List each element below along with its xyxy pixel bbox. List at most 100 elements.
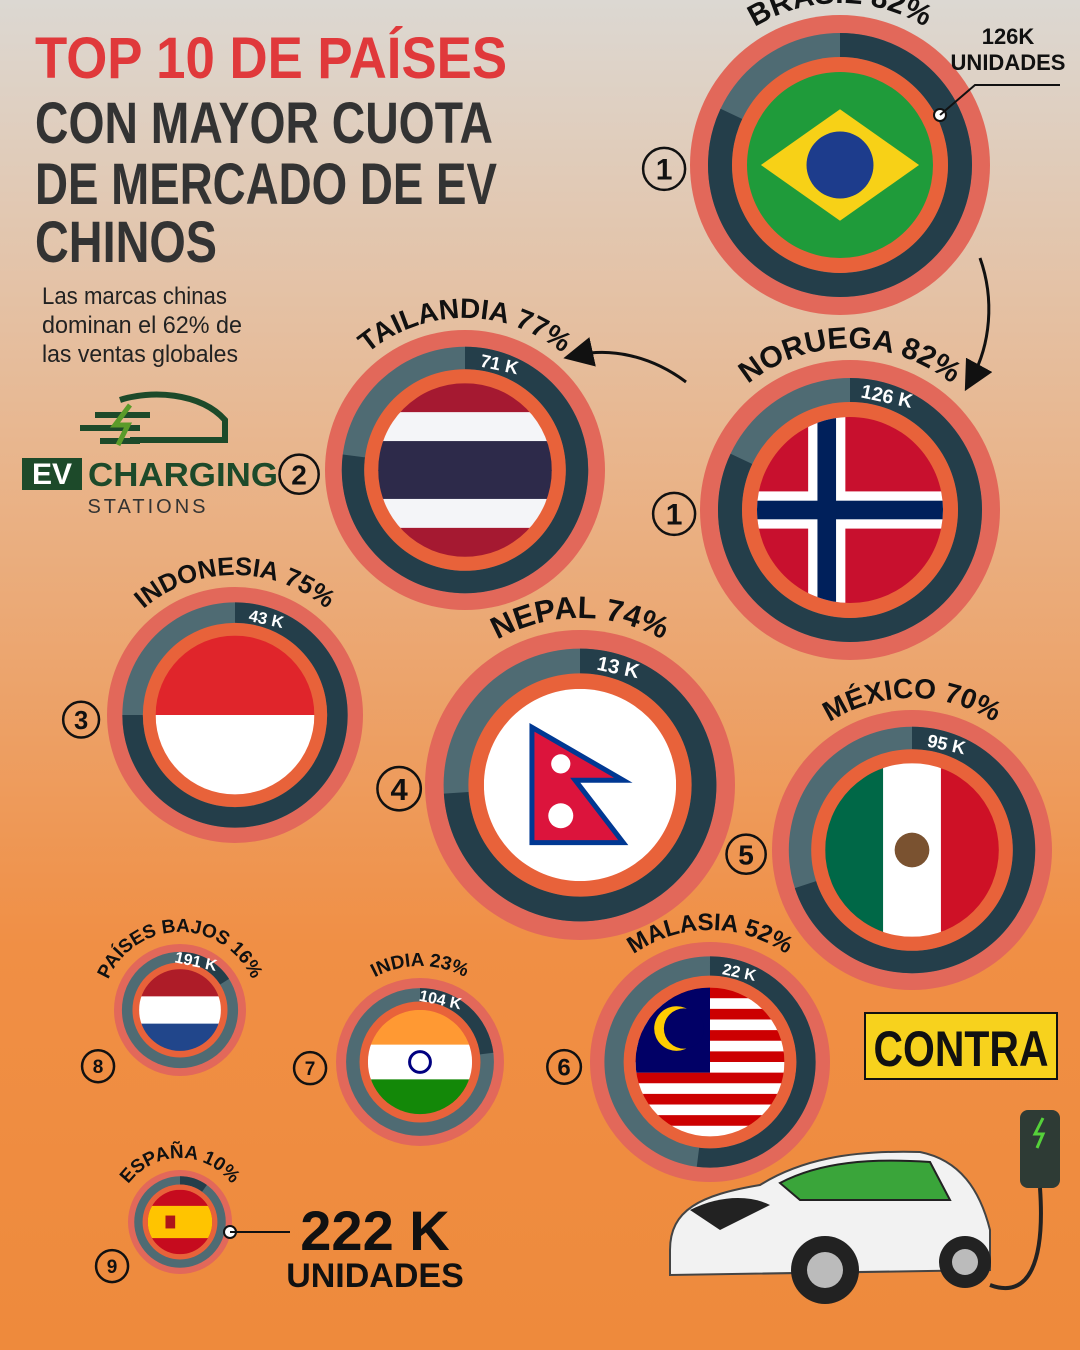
- flag-part: [894, 832, 930, 868]
- flag-part: [635, 1115, 785, 1127]
- rank-badge: [278, 453, 320, 496]
- rank-badge: [80, 1048, 116, 1084]
- flag-part: [551, 754, 571, 774]
- country: MÉXICO 70%595 K: [725, 673, 1052, 990]
- flag-part: [663, 1008, 705, 1049]
- charger-body: [1020, 1110, 1060, 1188]
- brand-box: [864, 1012, 1058, 1080]
- flag-part: [635, 1083, 785, 1095]
- rank-badge: [376, 765, 423, 812]
- flag-part: [147, 1205, 213, 1239]
- logo: EV CHARGING STATIONS: [22, 391, 278, 518]
- logo-bolt: [110, 403, 133, 447]
- subtitle-line: Las marcas chinas: [42, 283, 227, 310]
- flag: [747, 72, 933, 258]
- cable: [989, 1187, 1043, 1291]
- car: [669, 1150, 991, 1304]
- rank-number: 6: [557, 1055, 570, 1082]
- rank-badge: [94, 1248, 130, 1284]
- flag: [483, 688, 677, 882]
- flag-part: [408, 1050, 432, 1074]
- rank-number: 3: [74, 707, 88, 735]
- charger-bolt: [1032, 1117, 1046, 1149]
- flag-part: [378, 470, 552, 500]
- rank-badge: [61, 700, 101, 739]
- flag-part: [635, 1093, 785, 1106]
- flag: [378, 383, 552, 557]
- callout-text: 126K: [982, 24, 1035, 49]
- rank-badge: [651, 491, 697, 537]
- flag-part: [757, 500, 943, 520]
- title-line: CON MAYOR CUOTA: [35, 91, 493, 156]
- callout-text: UNIDADES: [951, 50, 1066, 75]
- flag-part: [378, 498, 552, 529]
- brand-text: CONTRA: [874, 1021, 1049, 1077]
- title-line: DE MERCADO DE EV: [35, 152, 497, 217]
- rank-badge: [292, 1050, 328, 1086]
- share-arc: [718, 378, 982, 642]
- share-arc: [443, 648, 717, 922]
- logo-sub: STATIONS: [87, 496, 208, 518]
- flag: [825, 763, 999, 937]
- subtitle-line: dominan el 62% de: [42, 312, 242, 339]
- logo-word: CHARGING: [88, 456, 278, 493]
- callout-text: UNIDADES: [286, 1257, 464, 1295]
- flag: [757, 417, 943, 603]
- rank-badge: [725, 833, 767, 876]
- share-arc: [696, 956, 816, 1168]
- flag-part: [165, 1215, 176, 1229]
- rank-badge: [546, 1048, 583, 1085]
- rank-number: 2: [291, 459, 307, 490]
- brand-logo: CONTRA: [864, 1012, 1058, 1080]
- rank-number: 4: [390, 772, 408, 807]
- header: TOP 10 DE PAÍSES CON MAYOR CUOTA DE MERC…: [35, 26, 507, 368]
- flag: [155, 635, 315, 795]
- logo-box-text: EV: [32, 458, 72, 491]
- callout-text: 222 K: [300, 1199, 449, 1262]
- share-arc: [179, 951, 230, 985]
- flag: [147, 1189, 213, 1255]
- share-arc: [794, 726, 1036, 974]
- rank-number: 9: [107, 1257, 118, 1278]
- rank-number: 1: [656, 154, 673, 187]
- car-windows: [778, 1159, 952, 1201]
- share-arc: [179, 1176, 207, 1192]
- share-arc: [708, 33, 972, 297]
- rank-number: 7: [305, 1059, 316, 1080]
- rank-badge: [641, 146, 687, 192]
- hubcap: [952, 1249, 978, 1275]
- flag-part: [548, 803, 574, 829]
- rank-number: 1: [666, 499, 683, 532]
- flag-part: [817, 417, 837, 603]
- share-arc: [341, 346, 589, 594]
- rank-number: 5: [738, 839, 754, 870]
- flag-part: [367, 1044, 473, 1081]
- title-line: TOP 10 DE PAÍSES: [35, 26, 507, 91]
- subtitle-line: las ventas globales: [42, 341, 238, 368]
- flag-part: [635, 1125, 785, 1137]
- arrow: [964, 257, 993, 392]
- flag-part: [635, 1104, 785, 1117]
- flag-part: [139, 996, 221, 1025]
- charger: [989, 1110, 1060, 1291]
- rank-number: 8: [93, 1057, 104, 1078]
- flag-part: [806, 131, 874, 199]
- flag-part: [635, 1072, 785, 1085]
- callout-line: [939, 84, 1060, 116]
- flag-part: [378, 412, 552, 443]
- car-hood: [690, 1198, 770, 1230]
- arrow: [563, 337, 687, 384]
- share-arc: [419, 988, 494, 1055]
- flag: [635, 987, 785, 1137]
- share-arc: [122, 602, 348, 828]
- country: NEPAL 74%413 K: [376, 590, 735, 940]
- title-line: CHINOS: [35, 210, 217, 275]
- logo-box: [22, 458, 82, 490]
